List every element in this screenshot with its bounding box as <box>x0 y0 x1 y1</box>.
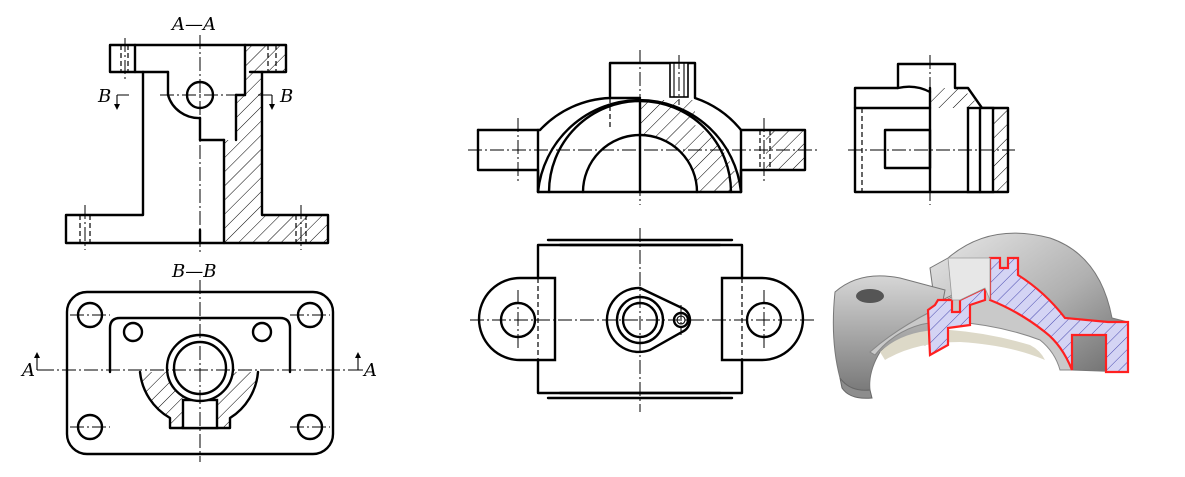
section-a-a-label: A—A <box>170 14 216 35</box>
ear-right <box>720 276 805 362</box>
side-half-section-view <box>848 55 1015 205</box>
flange-outline <box>108 316 292 374</box>
section-a-a-view: A—A B B <box>64 14 330 255</box>
side-outline <box>853 62 1010 194</box>
top-view <box>470 228 815 412</box>
model-section-face-right <box>988 256 1130 374</box>
front-half-section-view <box>468 50 818 205</box>
section-hatch-front <box>640 100 741 192</box>
section-hatch-a <box>224 45 328 243</box>
cut-plane-a-right <box>350 356 363 371</box>
cut-label-b-right: B <box>279 86 293 107</box>
side-window <box>883 128 932 170</box>
cutaway-3d-model <box>832 232 1130 399</box>
cut-label-a-left: A <box>20 360 35 381</box>
cut-plane-a-left <box>36 356 50 371</box>
ear-left <box>477 276 557 362</box>
cut-label-a-right: A <box>362 360 377 381</box>
housing-outline-a <box>64 43 330 245</box>
section-b-b-label: B—B <box>171 261 216 282</box>
cut-label-b-left: B <box>97 86 111 107</box>
model-flange-hole <box>856 289 884 303</box>
section-b-b-view: B—B A A <box>20 261 377 462</box>
